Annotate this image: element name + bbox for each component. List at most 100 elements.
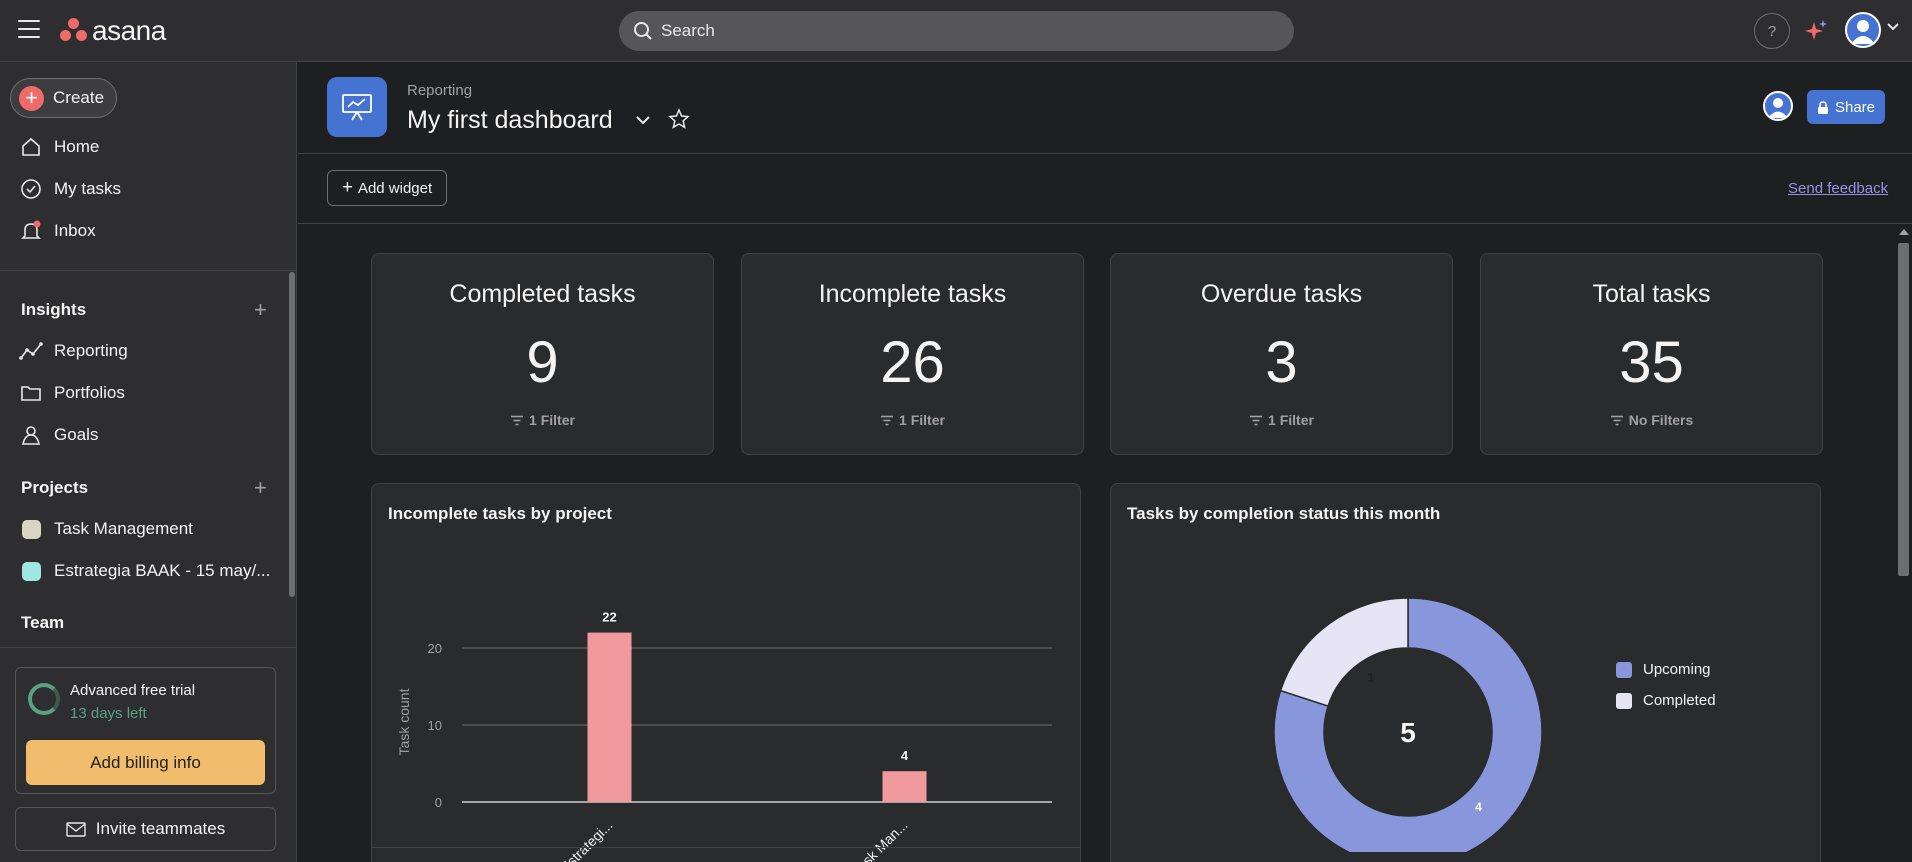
sidebar-scrollbar[interactable] xyxy=(289,272,295,597)
scroll-up-arrow-icon[interactable] xyxy=(1899,229,1909,235)
sidebar-item-label: Task Management xyxy=(54,519,193,538)
invite-teammates-button[interactable]: Invite teammates xyxy=(15,807,276,851)
stat-value: 9 xyxy=(526,330,559,395)
sidebar-item-my-tasks[interactable]: My tasks xyxy=(18,172,288,206)
search-input[interactable]: Search xyxy=(619,11,1294,51)
check-circle-icon xyxy=(18,176,44,202)
chevron-down-icon[interactable] xyxy=(1886,22,1900,32)
dashboard-icon xyxy=(327,77,387,137)
sidebar-item-home[interactable]: Home xyxy=(18,130,288,164)
stat-filter-label: 1 Filter xyxy=(899,412,945,428)
add-billing-button[interactable]: Add billing info xyxy=(26,740,265,785)
slice-data-label: 4 xyxy=(1475,800,1482,814)
chart-title: Incomplete tasks by project xyxy=(388,504,612,523)
project-color-swatch xyxy=(18,516,44,542)
x-tick-label: Task Man... xyxy=(849,817,911,862)
search-icon xyxy=(634,22,652,40)
stat-card-overdue[interactable]: Overdue tasks 3 1 Filter xyxy=(1110,253,1453,455)
member-avatar[interactable] xyxy=(1763,91,1793,121)
help-button[interactable]: ? xyxy=(1754,13,1790,49)
y-tick-label: 20 xyxy=(428,641,442,656)
sidebar-item-label: Home xyxy=(54,137,100,156)
ai-sparkle-icon[interactable] xyxy=(1804,18,1830,44)
sidebar-item-project[interactable]: Estrategia BAAK - 15 may/... xyxy=(18,554,288,588)
bar-chart-card[interactable]: Incomplete tasks by project 0 10 20 Task co… xyxy=(371,483,1081,862)
send-feedback-link[interactable]: Send feedback xyxy=(1788,180,1889,197)
reporting-icon xyxy=(18,338,44,364)
team-heading[interactable]: Team xyxy=(21,613,65,632)
x-tick-label: Estrategi... xyxy=(557,817,616,862)
trial-days-left: 13 days left xyxy=(70,705,147,722)
project-color-swatch xyxy=(18,558,44,584)
donut-chart-card[interactable]: Tasks by completion status this month 4 1… xyxy=(1110,483,1821,862)
stat-filter[interactable]: 1 Filter xyxy=(1111,412,1452,428)
add-project-button[interactable]: + xyxy=(254,475,267,500)
stat-value: 26 xyxy=(880,330,945,395)
stat-value: 3 xyxy=(1265,330,1298,395)
plus-icon: + xyxy=(341,177,353,198)
add-widget-button[interactable]: + Add widget xyxy=(327,170,447,206)
bar-data-label: 4 xyxy=(901,748,909,763)
user-icon xyxy=(1768,98,1788,118)
trial-progress-ring xyxy=(28,683,60,715)
page-title[interactable]: My first dashboard xyxy=(407,106,613,134)
stat-card-total[interactable]: Total tasks 35 No Filters xyxy=(1480,253,1823,455)
breadcrumb[interactable]: Reporting xyxy=(407,82,473,99)
sidebar-item-label: My tasks xyxy=(54,179,122,198)
scrollbar-thumb[interactable] xyxy=(1898,243,1909,576)
share-button[interactable]: Share xyxy=(1807,90,1885,124)
y-axis-label: Task count xyxy=(396,688,412,755)
main-scrollbar[interactable] xyxy=(1895,225,1912,862)
bar xyxy=(882,771,927,802)
sidebar-item-label: Estrategia BAAK - 15 may/... xyxy=(54,561,271,580)
filter-icon xyxy=(881,415,894,425)
y-tick-label: 0 xyxy=(435,795,442,810)
sidebar-item-label: Portfolios xyxy=(54,383,125,402)
create-button[interactable]: + Create xyxy=(10,78,117,118)
asana-wordmark: asana xyxy=(92,15,166,46)
plus-icon: + xyxy=(19,85,44,111)
stat-filter-label: 1 Filter xyxy=(1268,412,1314,428)
goals-icon xyxy=(18,422,44,448)
sidebar-item-goals[interactable]: Goals xyxy=(18,418,288,452)
lock-icon xyxy=(1817,100,1828,114)
stat-card-incomplete[interactable]: Incomplete tasks 26 1 Filter xyxy=(741,253,1084,455)
star-icon[interactable] xyxy=(668,108,690,130)
stat-title: Total tasks xyxy=(1592,280,1711,308)
legend-label: Completed xyxy=(1643,692,1716,709)
stat-filter[interactable]: 1 Filter xyxy=(372,412,713,428)
user-icon xyxy=(1851,20,1875,44)
projects-heading[interactable]: Projects xyxy=(21,478,89,497)
legend-item-completed[interactable]: Completed xyxy=(1616,692,1716,709)
chart-legend: Upcoming Completed xyxy=(1616,661,1716,723)
add-insight-button[interactable]: + xyxy=(254,297,267,322)
trial-card: Advanced free trial 13 days left Add bil… xyxy=(15,667,276,794)
sidebar-item-inbox[interactable]: Inbox xyxy=(18,214,288,248)
y-tick-label: 10 xyxy=(428,718,442,733)
sidebar-item-reporting[interactable]: Reporting xyxy=(18,334,288,368)
page-header: Reporting My first dashboard Share xyxy=(298,62,1912,154)
sidebar-item-project[interactable]: Task Management xyxy=(18,512,288,546)
create-label: Create xyxy=(53,88,105,107)
bar-data-label: 22 xyxy=(602,610,616,625)
stat-filter-label: 1 Filter xyxy=(529,412,575,428)
stat-title: Completed tasks xyxy=(449,280,636,308)
sidebar-item-portfolios[interactable]: Portfolios xyxy=(18,376,288,410)
dashboard-toolbar: + Add widget Send feedback xyxy=(298,154,1912,224)
menu-icon[interactable] xyxy=(18,20,40,40)
insights-heading[interactable]: Insights xyxy=(21,300,87,319)
donut-center-total: 5 xyxy=(1400,717,1416,748)
bar xyxy=(587,632,632,802)
legend-item-upcoming[interactable]: Upcoming xyxy=(1616,661,1716,678)
stat-card-completed[interactable]: Completed tasks 9 1 Filter xyxy=(371,253,714,455)
stat-filter[interactable]: No Filters xyxy=(1481,412,1822,428)
sidebar: + Create Home My tasks Inbox Insights + … xyxy=(0,62,297,862)
stat-filter[interactable]: 1 Filter xyxy=(742,412,1083,428)
chart-footer-divider xyxy=(372,847,1080,848)
user-avatar[interactable] xyxy=(1845,12,1881,48)
asana-logo[interactable]: asana xyxy=(60,14,166,48)
donut-slice xyxy=(1279,597,1409,707)
donut-chart: 4 1 5 xyxy=(1273,597,1543,852)
chevron-down-icon[interactable] xyxy=(635,115,651,126)
slice-data-label: 1 xyxy=(1368,670,1375,684)
